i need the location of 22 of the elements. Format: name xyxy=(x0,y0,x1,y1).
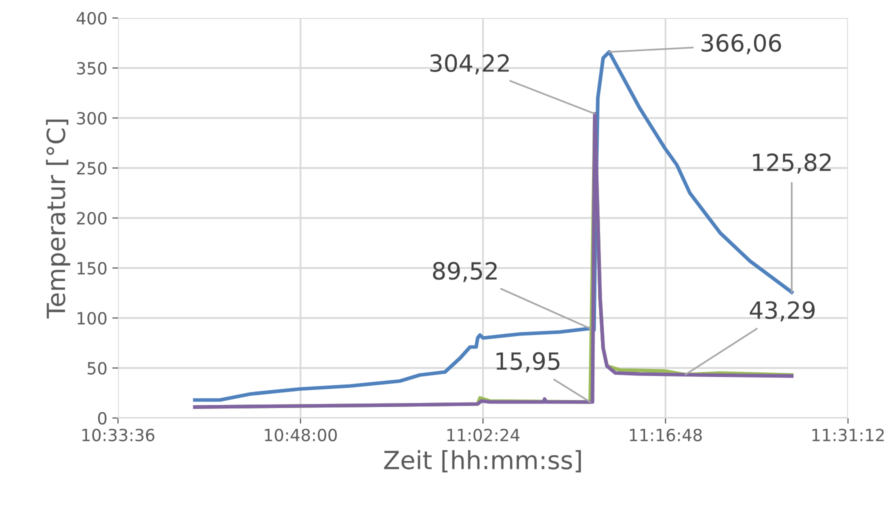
x-tick-label: 11:02:24 xyxy=(447,428,520,442)
y-tick-label: 300 xyxy=(77,112,106,125)
y-tick-label: 50 xyxy=(88,362,106,375)
x-tick-label: 11:16:48 xyxy=(630,428,702,442)
y-tick-label: 250 xyxy=(76,162,106,175)
y-tick-label: 350 xyxy=(77,62,106,75)
annotation: 125,82 xyxy=(753,153,831,174)
x-tick-label: 11:31:12 xyxy=(812,428,884,442)
annotation: 89,52 xyxy=(433,262,497,282)
y-tick-label: 0 xyxy=(98,412,106,425)
annotation: 304,22 xyxy=(430,54,509,74)
y-tick-label: 100 xyxy=(78,312,106,325)
annotation: 366,06 xyxy=(702,34,781,54)
x-tick-label: 10:48:00 xyxy=(264,428,337,442)
y-tick-label: 200 xyxy=(76,212,106,225)
y-tick-label: 400 xyxy=(76,12,106,25)
y-tick-label: 150 xyxy=(78,262,106,275)
annotation: 15,95 xyxy=(496,352,560,372)
annotation: 43,29 xyxy=(750,301,815,322)
y-axis-title: Temperatur [°C] xyxy=(46,120,70,319)
x-axis-title: Zeit [hh:mm:ss] xyxy=(384,450,581,472)
x-tick-label: 10:33:36 xyxy=(82,428,154,442)
